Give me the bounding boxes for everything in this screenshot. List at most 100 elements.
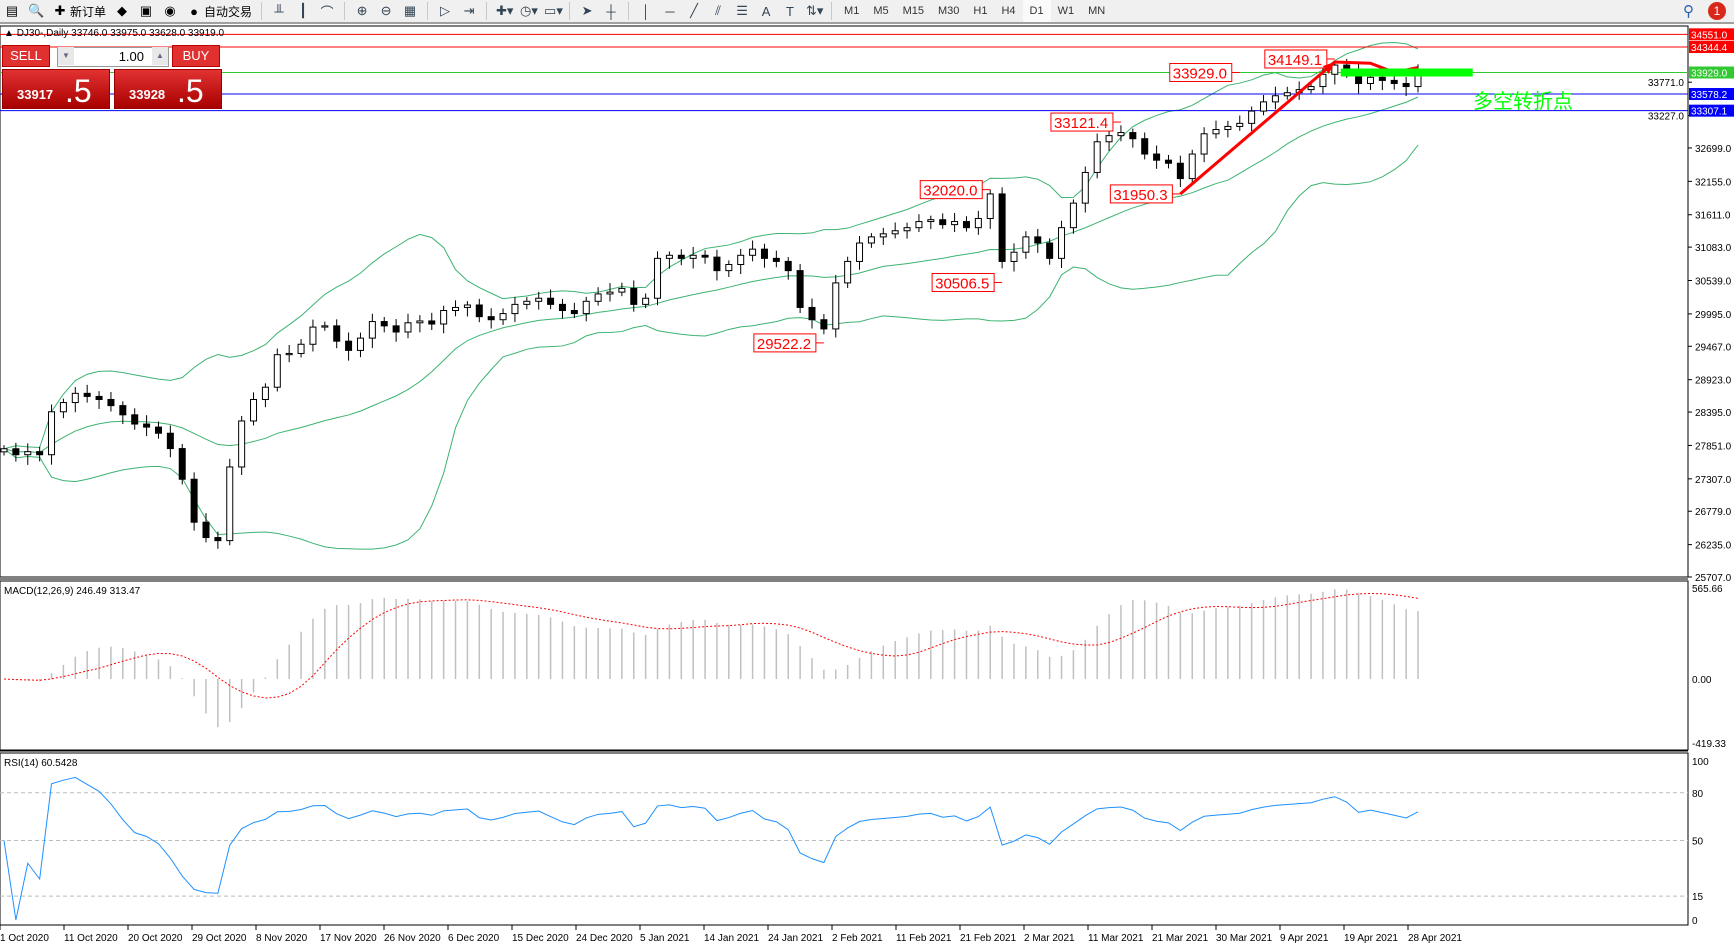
text-button[interactable]: A [754,0,778,22]
signal-button[interactable]: ◉ [158,0,182,22]
trendline-button[interactable]: ╱ [682,0,706,22]
price-tag [1689,88,1734,101]
bull-candle [1319,73,1327,88]
fibonacci-button[interactable]: ☰ [730,0,754,22]
metaeditor-button[interactable]: ◆ [110,0,134,22]
bar-chart-button[interactable]: ╨ [267,0,291,22]
zoom-out-button[interactable]: ⊖ [374,0,398,22]
price-tag [1689,66,1734,79]
zoom-in-button[interactable]: ⊕ [350,0,374,22]
bull-candle [1188,153,1196,180]
bull-candle [59,402,67,413]
timeframe-mn[interactable]: MN [1088,5,1106,17]
arrows-button[interactable]: ⇅▾ [802,0,826,22]
tile-windows-button[interactable]: ▦ [398,0,422,22]
indicators-button[interactable]: ✚▾ [492,0,516,22]
x-tick-label: 1 Oct 2020 [0,933,49,944]
y-tick-label: 29995.0 [1695,310,1732,321]
macd-pane [0,580,1689,751]
green-marker-bar [1340,68,1473,77]
candlestick-button[interactable]: ┃ [291,0,315,22]
zoom-chart-button[interactable]: 🔍 [24,0,48,22]
timeframe-w1[interactable]: W1 [1057,5,1075,17]
price-tag-label: 33929.0 [1691,68,1728,79]
x-tick-label: 2 Mar 2021 [1024,933,1075,944]
bull-candle [1093,141,1101,173]
notifications-badge[interactable]: 1 [1708,2,1726,20]
bear-candle [178,448,186,480]
terminal-icon: ▣ [139,3,153,18]
new-order-button[interactable]: ✚ 新订单 [48,0,110,22]
bull-candle [511,303,519,315]
annotation-text: 多空转折点 [1473,90,1573,113]
templates-icon: ▭▾ [544,3,563,18]
search-icon[interactable]: ⚲ [1683,3,1694,20]
bull-candle [951,221,959,226]
y-tick-label: 29467.0 [1695,342,1732,353]
auto-trading-button[interactable]: ● 自动交易 [182,0,256,22]
timeframe-d1[interactable]: D1 [1022,0,1051,22]
lots-input[interactable]: 1.00 [57,47,169,67]
bull-candle [261,386,269,400]
cursor-button[interactable]: ➤ [575,0,599,22]
macd-signal-line [3,592,1419,699]
bull-candle [285,352,293,356]
text-label-button[interactable]: T [778,0,802,22]
macd-tick-label: -419.33 [1692,739,1726,750]
bear-candle [392,325,400,333]
periods-button[interactable]: ◷▾ [516,0,540,22]
auto-scroll-button[interactable]: ▷ [433,0,457,22]
horizontal-line-button[interactable]: ─ [658,0,682,22]
bull-candle [499,313,507,321]
timeframe-m15[interactable]: M15 [902,5,924,17]
vertical-line-icon: │ [641,3,651,19]
y-tick-label: 32699.0 [1695,144,1732,155]
x-tick-label: 19 Apr 2021 [1344,933,1398,944]
timeframe-m1[interactable]: M1 [844,5,860,17]
bear-candle [166,432,174,450]
buy-price[interactable]: 33928 .5 [114,69,222,109]
crosshair-button[interactable]: ┼ [599,0,623,22]
bear-candle [998,193,1006,262]
bear-candle [1034,236,1042,244]
lots-increase-button[interactable]: ▲ [152,47,168,65]
metaeditor-icon: ◆ [117,3,128,18]
bear-candle [808,306,816,321]
timeframe-m30[interactable]: M30 [938,5,960,17]
bear-candle [1402,82,1410,88]
bear-candle [12,448,20,456]
bear-candle [333,325,341,342]
price-label: 34149.1 [1268,52,1322,69]
timeframe-m5[interactable]: M5 [873,5,889,17]
equidistant-channel-button[interactable]: ⫽ [706,0,730,22]
toolbar-right: ⚲ 1 [1683,2,1726,20]
separator [628,2,630,20]
main-pane [0,25,1689,578]
y-tick-label: 33771.0 [1648,78,1685,89]
x-tick-label: 30 Mar 2021 [1216,933,1273,944]
macd-tick-label: 565.66 [1692,584,1723,595]
bull-candle [250,398,258,422]
bull-candle [48,411,56,456]
separator [569,2,571,20]
timeframe-h4[interactable]: H4 [1001,5,1016,17]
timeframe-h1[interactable]: H1 [973,5,988,17]
sell-price-pips: .5 [65,73,92,109]
buy-button[interactable]: BUY [172,45,220,67]
chart-shift-button[interactable]: ⇥ [457,0,481,22]
new-chart-button[interactable]: ▤ [0,0,24,22]
bear-candle [119,405,127,416]
bull-candle [416,320,424,324]
bull-candle [1117,132,1125,137]
sell-price[interactable]: 33917 .5 [2,69,110,109]
sell-button[interactable]: SELL [2,45,50,67]
lots-decrease-button[interactable]: ▼ [58,47,74,65]
bull-candle [903,227,911,232]
templates-button[interactable]: ▭▾ [540,0,564,22]
bull-candle [404,322,412,333]
terminal-button[interactable]: ▣ [134,0,158,22]
line-chart-button[interactable]: ⌒ [315,0,339,22]
vertical-line-button[interactable]: │ [634,0,658,22]
bear-candle [475,304,483,318]
